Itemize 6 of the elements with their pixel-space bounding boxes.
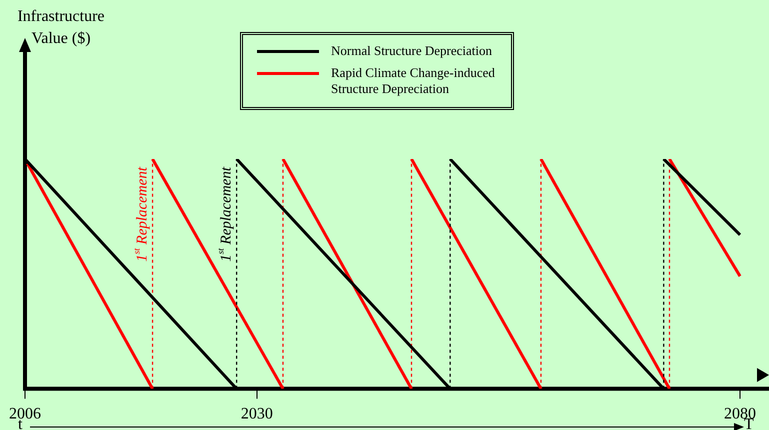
legend-label: Rapid Climate Change-induced Structure Depreciation [331, 65, 496, 97]
annotation: 1st Replacement [132, 166, 150, 262]
legend-label: Normal Structure Depreciation [331, 43, 492, 59]
annotation: 1st Replacement [216, 166, 235, 262]
x-tick-label: 2030 [240, 406, 273, 423]
text: Infrastructure Value ($) [16, 7, 106, 49]
